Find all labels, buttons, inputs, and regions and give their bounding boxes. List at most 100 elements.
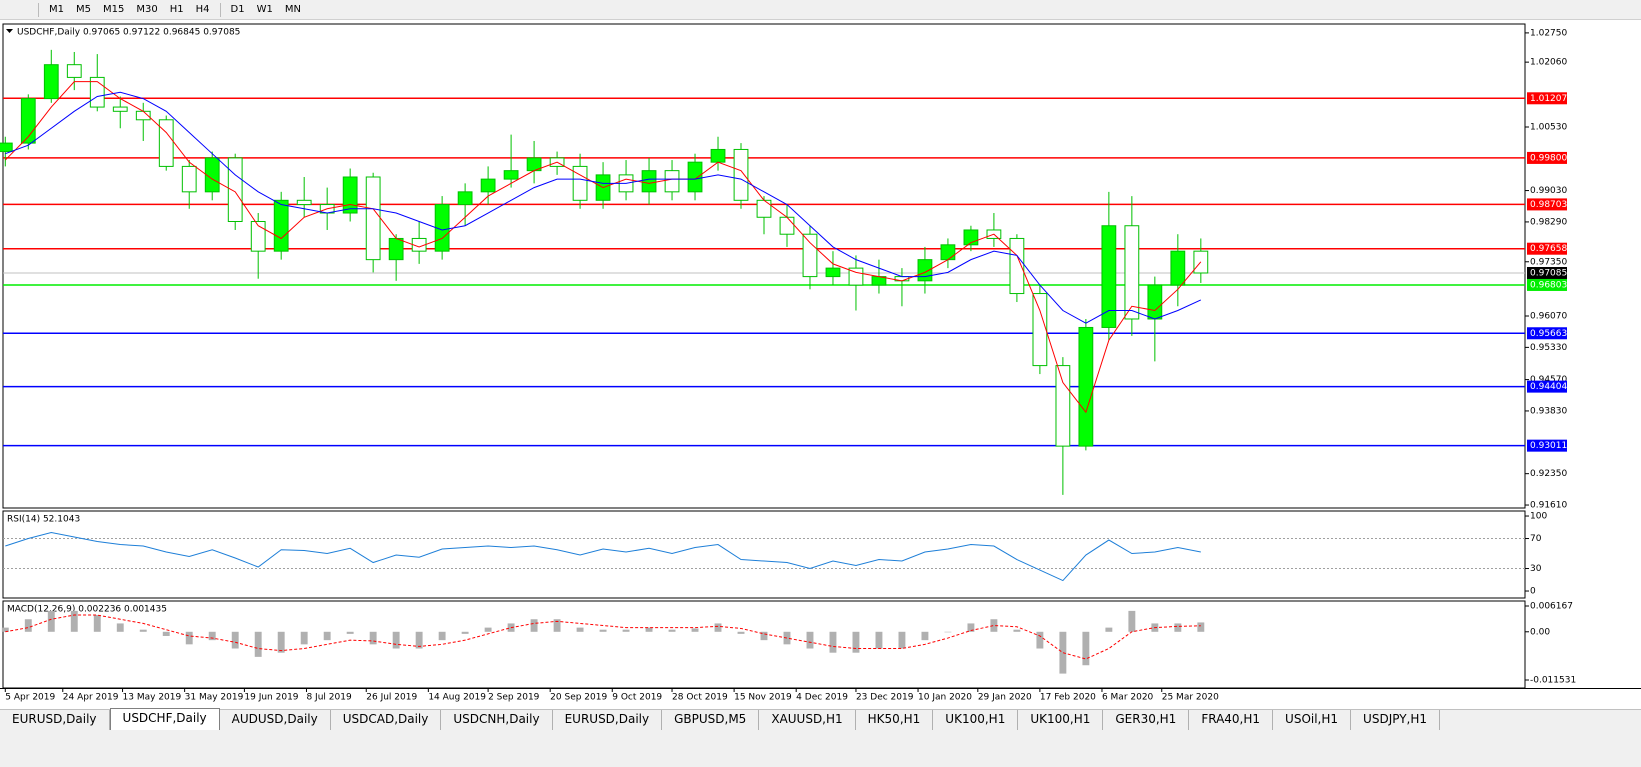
signal-line <box>5 614 1201 660</box>
y-tick-label: 30 <box>1530 564 1542 574</box>
chart-tab[interactable]: GBPUSD,M5 <box>662 710 760 730</box>
y-tick-label: 70 <box>1530 534 1542 544</box>
macd-bar <box>93 615 101 632</box>
candle-body <box>181 165 197 193</box>
level-label-box <box>1527 278 1567 291</box>
x-tick-label: 19 Jun 2019 <box>244 693 298 703</box>
level-label-box <box>1527 92 1567 105</box>
candle-body <box>273 199 289 252</box>
y-tick-label: 0.98290 <box>1530 217 1567 227</box>
chart-tab[interactable]: UK100,H1 <box>1018 710 1104 730</box>
y-tick-label: 0.91610 <box>1530 501 1567 511</box>
y-tick-label: 100 <box>1530 512 1547 522</box>
level-label-box <box>1527 327 1567 340</box>
level-label: 0.96803 <box>1530 280 1567 290</box>
candle-body <box>112 106 128 112</box>
candle-body <box>227 157 243 222</box>
timeframe-button[interactable]: M5 <box>76 4 91 15</box>
macd-bar <box>1105 627 1113 632</box>
chart-tab[interactable]: USOil,H1 <box>1273 710 1352 730</box>
chart-tab[interactable]: UK100,H1 <box>933 710 1019 730</box>
macd-bar <box>369 631 377 645</box>
chart-tab[interactable]: USDCNH,Daily <box>441 710 553 730</box>
y-tick-label: -0.011531 <box>1530 676 1576 686</box>
y-tick-label: 1.00530 <box>1530 122 1567 132</box>
macd-bar <box>1128 610 1136 632</box>
macd-bar <box>254 631 262 657</box>
candle-body <box>687 161 703 193</box>
timeframe-button[interactable]: MN <box>284 4 301 15</box>
x-tick-label: 28 Oct 2019 <box>672 693 728 703</box>
timeframe-button[interactable]: M15 <box>103 4 125 15</box>
macd-bar <box>691 628 699 632</box>
x-tick-label: 6 Mar 2020 <box>1102 693 1154 703</box>
candle-body <box>825 267 841 278</box>
candle-body <box>1055 365 1071 447</box>
chart-tab[interactable]: USDCHF,Daily <box>109 708 220 730</box>
chart-tab[interactable]: FRA40,H1 <box>1189 710 1274 730</box>
macd-bar <box>300 631 308 645</box>
candle-body <box>1147 284 1163 320</box>
x-tick-label: 24 Apr 2019 <box>63 693 119 703</box>
candle-body <box>342 176 358 214</box>
macd-bar <box>576 627 584 632</box>
x-tick-label: 26 Jul 2019 <box>366 693 417 703</box>
level-label: 0.95663 <box>1530 329 1567 339</box>
x-tick-label: 25 Mar 2020 <box>1162 693 1219 703</box>
macd-bar <box>277 631 285 653</box>
timeframe-button[interactable]: D1 <box>230 4 245 15</box>
macd-bar <box>530 619 538 632</box>
level-label-box <box>1527 242 1567 255</box>
chart-tab[interactable]: GER30,H1 <box>1103 710 1190 730</box>
y-tick-label: 0.92350 <box>1530 469 1567 479</box>
y-tick-label: 0.94570 <box>1530 375 1567 385</box>
candle-body <box>756 199 772 218</box>
timeframe-button[interactable]: H4 <box>195 4 210 15</box>
chart-tab[interactable]: XAUUSD,H1 <box>759 710 856 730</box>
macd-bar <box>461 631 469 634</box>
level-label-box <box>1527 198 1567 211</box>
timeframe-button[interactable]: M30 <box>136 4 158 15</box>
candle-body <box>1170 250 1186 286</box>
y-tick-label: 0 <box>1530 587 1536 597</box>
y-tick-label: 1.02060 <box>1530 58 1567 68</box>
x-tick-label: 17 Feb 2020 <box>1040 693 1096 703</box>
macd-bar <box>783 631 791 645</box>
panel: 100 70 30 0 RSI(14) 52.1043 <box>2 510 1547 599</box>
chart-tab[interactable]: EURUSD,Daily <box>0 710 110 730</box>
chart-tab[interactable]: AUDUSD,Daily <box>220 710 331 730</box>
macd-bar <box>599 629 607 632</box>
level-label: 0.97658 <box>1530 244 1567 254</box>
candle-body <box>664 170 680 193</box>
macd-bar <box>1036 631 1044 649</box>
timeframe-button[interactable]: W1 <box>256 4 273 15</box>
candle-body <box>572 165 588 201</box>
macd-bar <box>162 631 170 636</box>
level-label-box <box>1527 266 1567 279</box>
candle-body <box>250 220 266 252</box>
candle-body <box>1032 293 1048 367</box>
macd-bar <box>645 627 653 632</box>
macd-bar <box>323 631 331 641</box>
timeframe-button[interactable]: M1 <box>49 4 64 15</box>
panel-frame <box>2 23 1526 509</box>
chart-tab[interactable]: USDCAD,Daily <box>331 710 442 730</box>
macd-bar <box>47 610 55 632</box>
macd-bar <box>714 623 722 632</box>
axis-strip <box>0 688 1641 689</box>
chart-tab[interactable]: USDJPY,H1 <box>1351 710 1441 730</box>
y-tick-label: 0.99030 <box>1530 186 1567 196</box>
level-label: 1.01207 <box>1530 94 1567 104</box>
level-label-box <box>1527 380 1567 393</box>
chart-tab[interactable]: HK50,H1 <box>856 710 934 730</box>
y-tick-label: 0.96070 <box>1530 312 1567 322</box>
panel-title: USDCHF,Daily 0.97065 0.97122 0.96845 0.9… <box>17 28 240 38</box>
macd-bar <box>415 631 423 649</box>
x-tick-label: 10 Jan 2020 <box>918 693 972 703</box>
chart-tab[interactable]: EURUSD,Daily <box>553 710 663 730</box>
panel-title: MACD(12,26,9) 0.002236 0.001435 <box>7 605 167 615</box>
candle-body <box>1101 225 1117 328</box>
y-tick-label: 0.97350 <box>1530 257 1567 267</box>
timeframe-button[interactable]: H1 <box>169 4 184 15</box>
level-label: 0.97085 <box>1530 268 1567 278</box>
